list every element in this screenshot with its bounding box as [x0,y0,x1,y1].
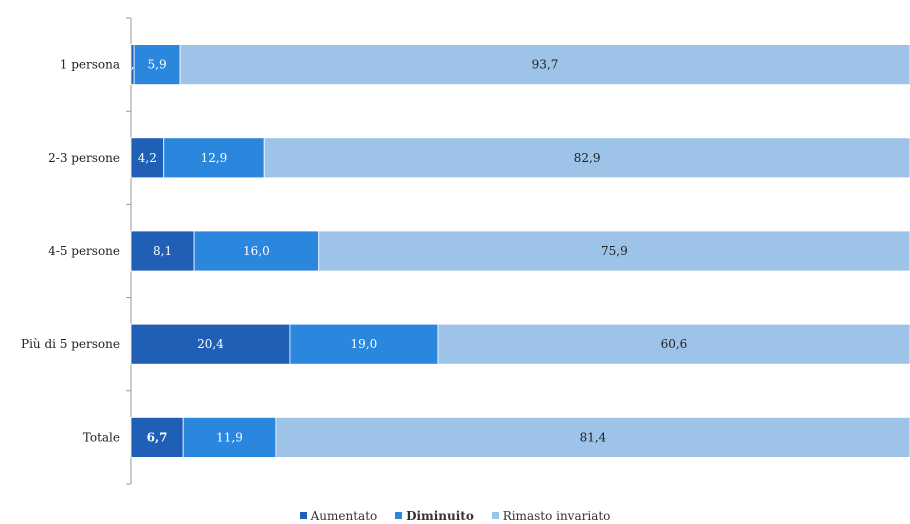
bar-segment [193,230,320,272]
bar-segment [318,230,910,272]
category-label: 1 persona [60,58,120,72]
data-label: 16,0 [243,244,270,258]
data-label: 81,4 [580,430,607,444]
data-label: 8,1 [153,244,172,258]
legend-swatch-rimasto-invariato [491,512,499,519]
data-label: 19,0 [351,337,378,351]
bar-segment [163,137,265,179]
bar-segment [130,323,291,365]
bar-segment [130,137,165,179]
legend-item-diminuito: Diminuito [395,509,474,523]
legend-item-rimasto-invariato: Rimasto invariato [491,508,611,523]
bar-segment [130,230,195,272]
stacked-bar-chart: 1 persona 0,4 5,9 93,72-3 persone 4,2 12,9 82,… [21,17,910,485]
category-label: 2-3 persone [48,151,120,165]
data-label: 12,9 [201,151,228,165]
bar-segment [437,323,910,365]
category-label: 4-5 persone [48,244,120,258]
legend-swatch-diminuito [395,512,403,519]
data-label: 4,2 [138,151,157,165]
legend-swatch-aumentato [299,512,307,519]
data-label: 93,7 [532,58,559,72]
data-label: 20,4 [197,337,224,351]
legend-label-aumentato: Aumentato [310,508,378,523]
legend: Aumentato Diminuito Rimasto invariato [0,508,910,523]
data-label: 75,9 [601,244,628,258]
data-label: 5,9 [148,58,167,72]
category-label: Più di 5 persone [21,337,120,351]
legend-item-aumentato: Aumentato [299,508,378,523]
legend-label-rimasto-invariato: Rimasto invariato [502,508,611,523]
data-label: 60,6 [661,337,688,351]
legend-label-diminuito: Diminuito [406,508,474,523]
bar-segment [130,416,184,458]
bar-segment [263,137,910,179]
bar-segment [289,323,439,365]
data-label: 11,9 [216,430,243,444]
category-label: Totale [83,430,120,444]
data-label: 6,7 [147,430,168,444]
bar-segment [275,416,910,458]
data-label: 82,9 [574,151,601,165]
